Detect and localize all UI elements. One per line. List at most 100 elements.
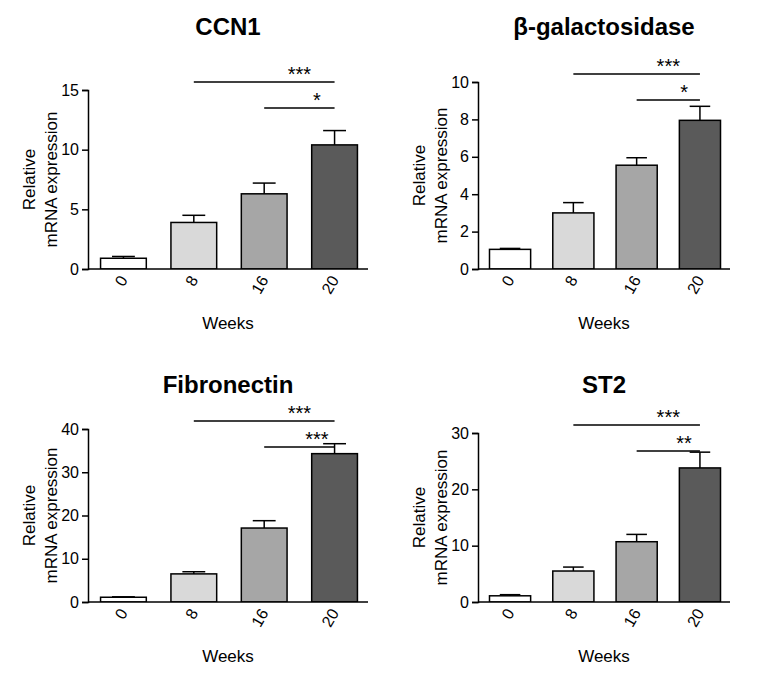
y-tick-mark <box>82 472 88 474</box>
error-bar-stem <box>263 183 265 194</box>
x-tick: 16 <box>248 602 272 630</box>
y-axis-title: mRNA expression <box>432 449 451 585</box>
y-tick-label: 0 <box>460 261 469 278</box>
y-axis: 0 5 10 15 <box>61 82 88 278</box>
error-bar-stem <box>636 534 638 541</box>
x-tick-label: 8 <box>562 273 581 289</box>
significance-bracket <box>573 73 700 75</box>
error-bar <box>253 183 276 194</box>
bar <box>679 468 720 602</box>
x-tick-label: 8 <box>182 606 201 622</box>
error-bar-cap <box>690 106 711 108</box>
error-bar-cap <box>563 566 584 568</box>
y-tick-label: 10 <box>61 141 79 158</box>
significance-bracket <box>637 99 700 101</box>
bar <box>171 222 217 269</box>
y-tick-label: 15 <box>61 82 79 99</box>
error-bar <box>182 215 205 222</box>
y-tick: 0 <box>70 594 88 611</box>
y-tick: 20 <box>451 481 478 498</box>
title: CCN1 <box>195 13 260 40</box>
significance-bracket <box>194 420 335 422</box>
significance-label: *** <box>288 402 312 424</box>
bar <box>489 596 530 602</box>
y-tick: 15 <box>61 82 88 99</box>
x-tick: 0 <box>498 269 517 289</box>
error-bar <box>182 572 205 574</box>
y-axis-title: mRNA expression <box>42 111 61 247</box>
y-tick-label: 2 <box>460 223 469 240</box>
y-axis-line <box>82 91 89 270</box>
y-tick-label: 6 <box>460 148 469 165</box>
y-tick: 10 <box>451 74 478 91</box>
y-tick-mark <box>472 231 478 233</box>
y-axis-title: Relative <box>20 485 39 546</box>
x-tick-label: 8 <box>182 273 201 289</box>
title: ST2 <box>582 371 626 398</box>
x-tick: 20 <box>684 269 708 297</box>
error-bar-cap <box>112 256 135 258</box>
y-tick-label: 0 <box>70 594 79 611</box>
x-tick: 8 <box>182 602 201 622</box>
x-tick-label: 0 <box>112 273 131 289</box>
panel: FibronectinRelativemRNA expressionWeeks0… <box>20 371 368 666</box>
error-bar-stem <box>263 521 265 528</box>
error-bar <box>690 106 711 120</box>
y-tick-label: 20 <box>451 481 469 498</box>
x-axis: 081620 <box>88 602 368 630</box>
bar <box>616 165 657 269</box>
x-tick-label: 16 <box>620 273 644 297</box>
y-tick: 30 <box>61 464 88 481</box>
y-tick: 10 <box>61 141 88 158</box>
y-tick: 4 <box>460 186 478 203</box>
y-axis-line <box>82 430 89 603</box>
y-tick-mark <box>472 119 478 121</box>
plot-area <box>101 444 358 602</box>
panel: β-galactosidaseRelativemRNA expressionWe… <box>410 13 730 333</box>
significance-label: *** <box>657 406 681 428</box>
error-bar-cap <box>500 594 521 596</box>
title: β-galactosidase <box>513 13 694 40</box>
y-axis: 010203040 <box>61 421 88 611</box>
y-tick-label: 0 <box>460 594 469 611</box>
significance-bracket <box>194 81 335 83</box>
x-tick-label: 20 <box>684 606 708 630</box>
bar <box>553 571 594 602</box>
x-axis-title: Weeks <box>578 647 630 666</box>
y-tick-label: 30 <box>61 464 79 481</box>
x-tick-label: 20 <box>318 273 342 297</box>
panel: CCN1RelativemRNA expressionWeeks05101508… <box>20 13 368 333</box>
y-tick-label: 20 <box>61 507 79 524</box>
x-tick: 16 <box>620 269 644 297</box>
y-tick: 5 <box>70 201 88 218</box>
error-bar-cap <box>253 520 276 522</box>
error-bar <box>563 203 584 213</box>
y-tick-label: 10 <box>451 537 469 554</box>
y-tick: 0 <box>460 261 478 278</box>
y-tick-mark <box>82 559 88 561</box>
y-tick: 6 <box>460 148 478 165</box>
plot-area <box>101 131 358 269</box>
y-axis-title: Relative <box>410 487 429 548</box>
error-bar-cap <box>253 182 276 184</box>
x-axis: 081620 <box>88 269 368 297</box>
error-bar-cap <box>323 130 346 132</box>
error-bar-cap <box>626 157 647 159</box>
y-tick-label: 5 <box>70 201 79 218</box>
x-tick: 16 <box>620 602 644 630</box>
bar <box>241 194 287 269</box>
x-axis-title: Weeks <box>202 647 254 666</box>
y-axis-title: mRNA expression <box>42 447 61 583</box>
error-bar <box>626 158 647 165</box>
x-axis: 0 8 16 20 <box>478 269 730 297</box>
y-tick-mark <box>472 489 478 491</box>
y-axis-line <box>472 83 479 270</box>
bar <box>241 528 287 602</box>
error-bar <box>253 521 276 528</box>
y-tick: 0 <box>70 261 88 278</box>
bar <box>553 213 594 269</box>
y-tick-mark <box>82 90 88 92</box>
y-tick-mark <box>472 433 478 435</box>
y-axis-title: Relative <box>20 149 39 210</box>
bar <box>679 120 720 269</box>
